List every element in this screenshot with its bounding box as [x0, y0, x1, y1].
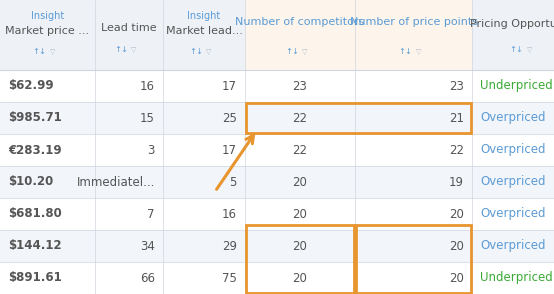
- Text: 16: 16: [222, 208, 237, 220]
- Text: Number of competitors: Number of competitors: [235, 17, 365, 27]
- Text: Insight: Insight: [187, 11, 220, 21]
- Text: ▽: ▽: [416, 49, 421, 55]
- Text: Market lead...: Market lead...: [166, 26, 243, 36]
- Text: 25: 25: [222, 111, 237, 124]
- Text: 22: 22: [449, 143, 464, 156]
- Text: ▽: ▽: [302, 49, 307, 55]
- Text: 21: 21: [449, 111, 464, 124]
- Text: 20: 20: [449, 271, 464, 285]
- Text: 5: 5: [229, 176, 237, 188]
- Text: 17: 17: [222, 79, 237, 93]
- Text: 29: 29: [222, 240, 237, 253]
- Text: €283.19: €283.19: [8, 143, 61, 156]
- Text: 17: 17: [222, 143, 237, 156]
- Text: 20: 20: [293, 176, 307, 188]
- Text: Overpriced: Overpriced: [480, 111, 546, 124]
- Text: 20: 20: [449, 240, 464, 253]
- Text: 15: 15: [140, 111, 155, 124]
- Text: ▽: ▽: [527, 47, 532, 53]
- Text: $144.12: $144.12: [8, 240, 61, 253]
- Text: $681.80: $681.80: [8, 208, 61, 220]
- Bar: [245, 0, 355, 70]
- Text: Overpriced: Overpriced: [480, 208, 546, 220]
- Text: 22: 22: [293, 143, 307, 156]
- Text: 19: 19: [449, 176, 464, 188]
- Text: 34: 34: [140, 240, 155, 253]
- Text: Market price ...: Market price ...: [6, 26, 90, 36]
- Text: ↑↓: ↑↓: [33, 48, 47, 56]
- Text: Lead time: Lead time: [101, 23, 157, 33]
- Text: 20: 20: [293, 240, 307, 253]
- Text: ▽: ▽: [50, 49, 55, 55]
- Bar: [0, 134, 554, 166]
- Text: 20: 20: [449, 208, 464, 220]
- Text: $985.71: $985.71: [8, 111, 61, 124]
- Bar: [0, 166, 554, 198]
- Text: 75: 75: [222, 271, 237, 285]
- Text: ↑↓: ↑↓: [510, 46, 524, 54]
- Text: ▽: ▽: [131, 47, 137, 53]
- Bar: [356, 225, 471, 293]
- Text: $62.99: $62.99: [8, 79, 54, 93]
- Text: Insight: Insight: [31, 11, 64, 21]
- Text: $891.61: $891.61: [8, 271, 61, 285]
- Bar: [0, 230, 554, 262]
- Bar: [0, 198, 554, 230]
- Bar: [246, 103, 471, 133]
- Text: 7: 7: [147, 208, 155, 220]
- Text: Overpriced: Overpriced: [480, 240, 546, 253]
- Text: 20: 20: [293, 271, 307, 285]
- Text: Overpriced: Overpriced: [480, 176, 546, 188]
- Text: 3: 3: [147, 143, 155, 156]
- Text: ↑↓: ↑↓: [398, 48, 413, 56]
- Bar: [355, 0, 472, 70]
- Text: 23: 23: [449, 79, 464, 93]
- Bar: [0, 0, 554, 70]
- Text: Pricing Opportunity: Pricing Opportunity: [470, 19, 554, 29]
- Text: Number of price points: Number of price points: [350, 17, 478, 27]
- Text: ↑↓: ↑↓: [114, 46, 128, 54]
- Text: Underpriced: Underpriced: [480, 271, 553, 285]
- Bar: [246, 225, 354, 293]
- Text: $10.20: $10.20: [8, 176, 53, 188]
- Text: Immediatel...: Immediatel...: [76, 176, 155, 188]
- Text: ↑↓: ↑↓: [285, 48, 299, 56]
- Text: 22: 22: [293, 111, 307, 124]
- Bar: [0, 70, 554, 102]
- Text: 66: 66: [140, 271, 155, 285]
- Text: Overpriced: Overpriced: [480, 143, 546, 156]
- Text: 23: 23: [293, 79, 307, 93]
- Text: ↑↓: ↑↓: [189, 48, 203, 56]
- Text: Underpriced: Underpriced: [480, 79, 553, 93]
- Text: 16: 16: [140, 79, 155, 93]
- Text: ▽: ▽: [206, 49, 212, 55]
- Bar: [0, 102, 554, 134]
- Text: 20: 20: [293, 208, 307, 220]
- Bar: [0, 262, 554, 294]
